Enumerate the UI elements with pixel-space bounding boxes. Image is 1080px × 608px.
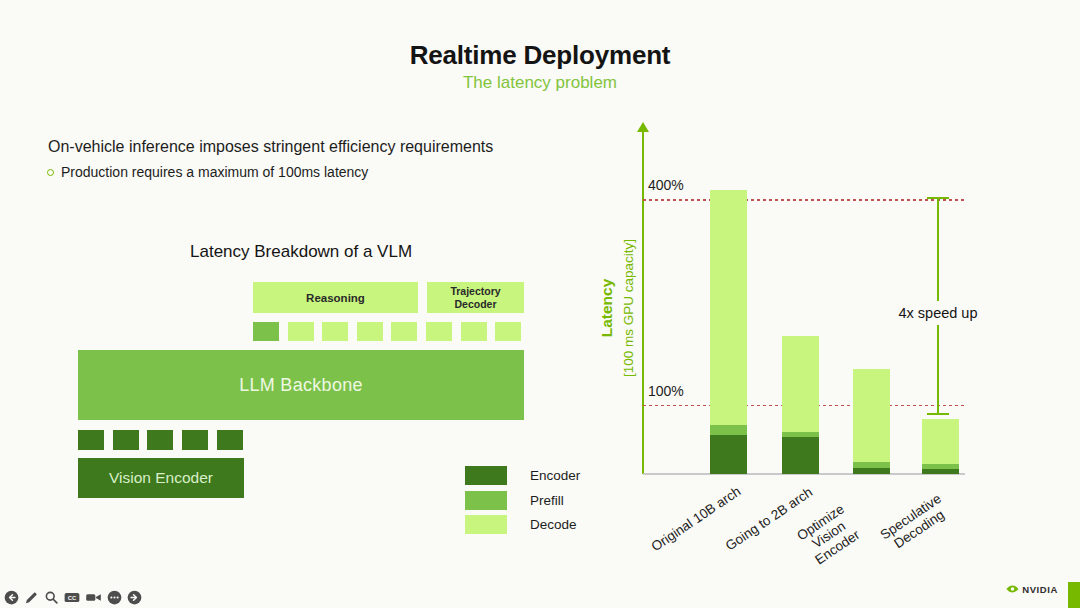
reasoning-label: Reasoning: [306, 292, 365, 304]
bar-2-segment-decode: [782, 336, 819, 432]
token-decode-block: [322, 322, 348, 341]
vision-encoder-box: Vision Encoder: [78, 458, 244, 498]
token-prefill-block: [253, 322, 279, 341]
nvidia-logo: NVIDIA: [1006, 580, 1058, 598]
legend-row: Encoder: [465, 466, 580, 485]
y-axis-arrowhead: [637, 122, 649, 132]
speedup-cap-bottom: [927, 413, 949, 415]
slide: Realtime Deployment The latency problem …: [0, 0, 1080, 608]
legend-label: Decode: [530, 517, 577, 532]
token-decode-block: [357, 322, 383, 341]
legend-label: Encoder: [530, 468, 580, 483]
body-text: On-vehicle inference imposes stringent e…: [48, 138, 493, 156]
reference-line-400: [643, 199, 965, 201]
bar-2: [782, 336, 819, 474]
token-encoder-block: [217, 430, 243, 450]
token-encoder-block: [113, 430, 139, 450]
x-tick-label-4: SpeculativeDecoding: [877, 491, 952, 555]
token-row-top: [253, 322, 521, 341]
legend: Encoder Prefill Decode: [465, 466, 580, 540]
speedup-cap-top: [927, 197, 949, 199]
bar-4-segment-decode: [922, 419, 959, 465]
legend-row: Prefill: [465, 491, 580, 510]
bar-1-segment-decode: [710, 190, 747, 425]
token-decode-block: [426, 322, 452, 341]
token-decode-block: [495, 322, 521, 341]
legend-row: Decode: [465, 515, 580, 534]
bar-1-segment-encoder: [710, 435, 747, 474]
y-axis-units: [100 ms GPU capacity]: [621, 239, 636, 377]
speedup-annotation: 4x speed up: [892, 301, 983, 325]
nvidia-eye-icon: [1006, 580, 1019, 598]
more-icon[interactable]: [107, 590, 122, 605]
legend-label: Prefill: [530, 493, 564, 508]
x-tick-label-3: OptimizeVisionEncoder: [794, 501, 864, 568]
forward-icon[interactable]: [127, 590, 142, 605]
reference-label-400: 400%: [648, 177, 684, 193]
reference-label-100: 100%: [648, 383, 684, 399]
bar-3-segment-encoder: [853, 468, 890, 474]
bullet-row: Production requires a maximum of 100ms l…: [47, 164, 368, 180]
bar-1-segment-prefill: [710, 425, 747, 435]
pencil-icon[interactable]: [24, 590, 39, 605]
footer-toolbar: CC: [4, 590, 142, 605]
back-icon[interactable]: [4, 590, 19, 605]
bar-1: [710, 190, 747, 474]
page-title: Realtime Deployment: [0, 40, 1080, 71]
legend-swatch-decode: [465, 515, 507, 534]
trajectory-decoder-label: Trajectory Decoder: [435, 285, 516, 309]
bar-2-segment-encoder: [782, 437, 819, 474]
bar-3-segment-decode: [853, 369, 890, 461]
bullet-icon: [47, 169, 54, 176]
legend-swatch-encoder: [465, 466, 507, 485]
token-encoder-block: [147, 430, 173, 450]
token-decode-block: [288, 322, 314, 341]
reasoning-box: Reasoning: [253, 282, 418, 313]
bar-3: [853, 369, 890, 474]
corner-accent-bar: [1068, 582, 1080, 608]
token-row-bottom: [78, 430, 243, 450]
page-subtitle: The latency problem: [0, 73, 1080, 93]
y-axis-line: [642, 130, 644, 474]
llm-backbone-label: LLM Backbone: [239, 375, 363, 396]
token-encoder-block: [182, 430, 208, 450]
bar-4: [922, 419, 959, 474]
y-axis-title: Latency: [598, 279, 616, 338]
llm-backbone-box: LLM Backbone: [78, 350, 524, 420]
nvidia-wordmark: NVIDIA: [1022, 584, 1058, 595]
bullet-text: Production requires a maximum of 100ms l…: [61, 164, 368, 180]
vision-encoder-label: Vision Encoder: [109, 469, 213, 487]
svg-text:CC: CC: [68, 595, 77, 601]
token-decode-block: [461, 322, 487, 341]
search-icon[interactable]: [44, 590, 59, 605]
bar-4-segment-encoder: [922, 469, 959, 474]
captions-icon[interactable]: CC: [64, 590, 80, 605]
legend-swatch-prefill: [465, 491, 507, 510]
diagram-title: Latency Breakdown of a VLM: [190, 242, 412, 262]
camera-icon[interactable]: [85, 590, 102, 605]
token-encoder-block: [78, 430, 104, 450]
trajectory-decoder-box: Trajectory Decoder: [427, 282, 524, 313]
token-decode-block: [391, 322, 417, 341]
